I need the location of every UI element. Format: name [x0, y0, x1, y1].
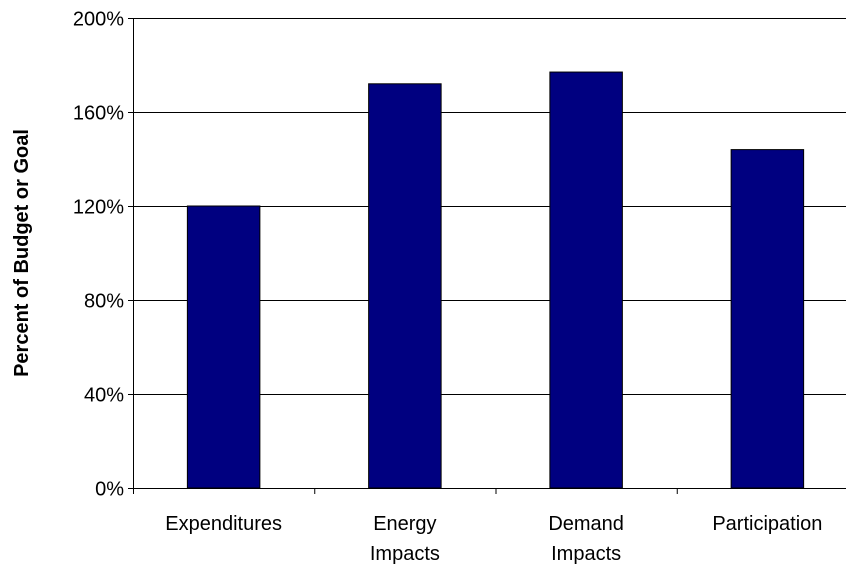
bar	[368, 83, 442, 489]
y-tick-label: 160%	[73, 103, 124, 125]
x-ticks: Expenditures Energy Impacts Demand Impacts Pa…	[133, 488, 822, 565]
bar	[730, 149, 805, 489]
y-tick-label: 80%	[84, 291, 124, 313]
y-tick-label: 120%	[73, 197, 124, 219]
x-tick-label: Energy Impacts	[370, 513, 440, 565]
y-ticks: 0% 40% 80% 120% 160% 200%	[73, 9, 133, 501]
y-axis-label: Percent of Budget or Goal	[11, 129, 33, 377]
bar	[549, 71, 623, 489]
y-tick-label: 0%	[95, 479, 124, 501]
y-tick-label: 200%	[73, 9, 124, 31]
x-tick-label: Expenditures	[165, 513, 282, 535]
y-tick-label: 40%	[84, 385, 124, 407]
x-tick-label: Participation	[712, 513, 822, 535]
bars	[186, 71, 805, 489]
bar	[186, 205, 261, 489]
x-tick-label: Demand Impacts	[548, 513, 624, 565]
